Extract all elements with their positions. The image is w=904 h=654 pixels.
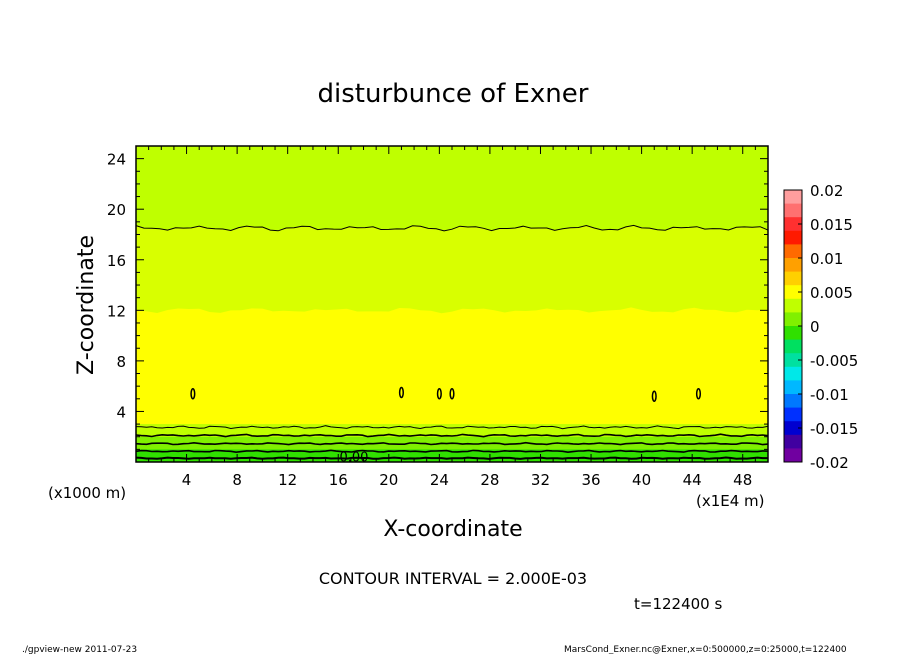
colorbar-tick-label: -0.02 (810, 454, 849, 472)
colorbar-swatch (784, 353, 802, 368)
colorbar-swatch (784, 394, 802, 409)
colorbar-swatch (784, 448, 802, 463)
y-tick-label: 16 (107, 252, 126, 270)
x-axis-label: X-coordinate (383, 517, 522, 542)
colorbar-swatch (784, 230, 802, 245)
x-tick-label: 20 (379, 471, 398, 489)
colorbar-tick-label: 0.015 (810, 216, 853, 234)
colorbar-tick-label: 0.005 (810, 284, 853, 302)
time-label: t=122400 s (634, 595, 722, 613)
colorbar-swatch (784, 203, 802, 218)
colorbar-tick-label: -0.01 (810, 386, 849, 404)
x-tick-label: 40 (632, 471, 651, 489)
contour-closed (436, 387, 442, 400)
colorbar-swatch (784, 339, 802, 354)
contour-line (135, 433, 769, 438)
contour-closed (695, 387, 702, 400)
colorbar-swatch (784, 434, 802, 449)
contour-interval-text: CONTOUR INTERVAL = 2.000E-03 (319, 569, 587, 588)
y-tick-label: 20 (107, 201, 126, 219)
x-ticks: 4 8 12 16 20 24 28 32 36 40 44 48 (148, 146, 756, 489)
colorbar-swatch (784, 298, 802, 313)
colorbar-tick-label: -0.005 (810, 352, 858, 370)
colorbar-tick-label: 0 (810, 318, 820, 336)
footer-left: ./gpview-new 2011-07-23 (22, 645, 137, 654)
colorbar-swatch (784, 244, 802, 259)
x-tick-label: 32 (531, 471, 550, 489)
x-tick-label: 24 (430, 471, 449, 489)
y-tick-label: 12 (107, 302, 126, 320)
y-ticks: 4 8 12 16 20 24 (107, 151, 768, 450)
colorbar-swatch (784, 366, 802, 381)
x-tick-label: 4 (182, 471, 192, 489)
colorbar-swatch (784, 271, 802, 286)
x-unit-label: (x1E4 m) (696, 492, 765, 510)
colorbar-swatch (784, 285, 802, 300)
y-tick-label: 4 (116, 403, 126, 421)
colorbar-swatch (784, 312, 802, 327)
chart-title: disturbunce of Exner (318, 79, 589, 109)
x-tick-label: 36 (581, 471, 600, 489)
x-tick-label: 16 (329, 471, 348, 489)
contour-closed (190, 387, 196, 400)
colorbar-tick-label: 0.01 (810, 250, 843, 268)
colorbar: 0.02 0.015 0.01 0.005 0 -0.005 -0.01 -0.015 -0.0… (783, 182, 858, 472)
colorbar-tick-label: -0.015 (810, 420, 858, 438)
contour-line (135, 425, 769, 430)
contour-closed (449, 387, 455, 400)
colorbar-swatch (784, 421, 802, 436)
contour-closed (398, 386, 404, 399)
contour-closed (651, 390, 657, 403)
x-tick-label: 12 (278, 471, 297, 489)
contour-label: 0.00 (340, 450, 369, 465)
footer-right: MarsCond_Exner.nc@Exner,x=0:500000,z=0:2… (564, 645, 847, 654)
x-tick-label: 48 (733, 471, 752, 489)
colorbar-swatch (784, 407, 802, 422)
x-tick-label: 8 (232, 471, 242, 489)
colorbar-swatch (784, 380, 802, 395)
y-unit-label: (x1000 m) (48, 484, 126, 502)
y-axis-label: Z-coordinate (74, 235, 99, 375)
colorbar-swatch (784, 190, 802, 205)
colorbar-swatch (784, 258, 802, 273)
colorbar-swatch (784, 326, 802, 341)
contour-line (135, 449, 769, 454)
colorbar-swatch (784, 217, 802, 232)
contour-line (135, 224, 769, 232)
x-tick-label: 44 (683, 471, 702, 489)
x-tick-label: 28 (480, 471, 499, 489)
y-tick-label: 24 (107, 151, 126, 169)
colorbar-tick-label: 0.02 (810, 182, 843, 200)
band-yellow (136, 307, 768, 425)
y-tick-label: 8 (116, 353, 126, 371)
contour-line (135, 441, 769, 446)
contour-lines: 0.00 (135, 224, 769, 465)
